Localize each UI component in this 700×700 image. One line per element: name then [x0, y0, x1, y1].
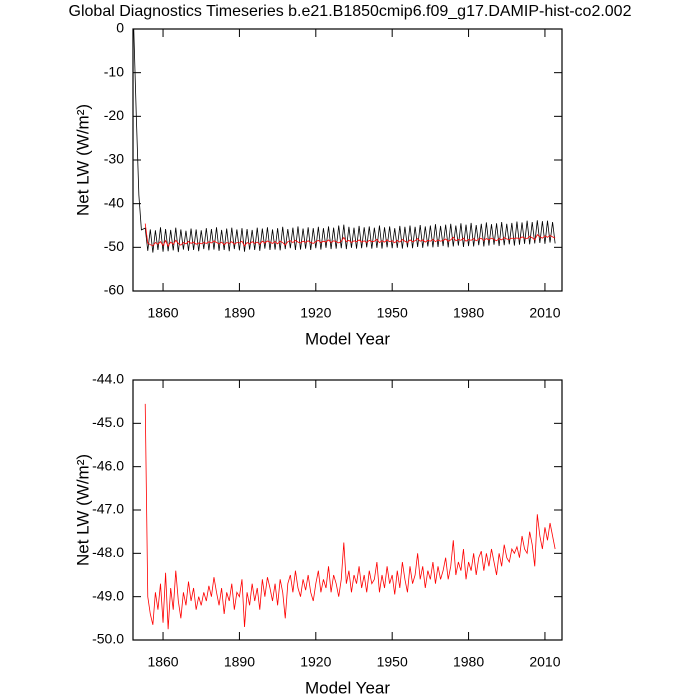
x-tick-label: 1920 [300, 305, 331, 321]
y-axis-label: Net LW (W/m²) [73, 454, 92, 566]
data-line [144, 403, 556, 630]
data-line [133, 29, 556, 253]
y-axis-label: Net LW (W/m²) [73, 104, 92, 216]
x-tick-label: 1860 [147, 654, 178, 670]
x-axis-label: Model Year [305, 329, 390, 348]
y-tick-label: -50 [104, 238, 124, 254]
y-tick-label: -40 [104, 194, 124, 210]
x-tick-label: 1950 [377, 305, 408, 321]
y-tick-label: -44.0 [92, 371, 124, 387]
x-tick-label: 1890 [224, 305, 255, 321]
x-tick-label: 1890 [224, 654, 255, 670]
x-tick-label: 1950 [377, 654, 408, 670]
y-tick-label: -20 [104, 107, 124, 123]
y-tick-label: -60 [104, 282, 124, 298]
x-tick-label: 1860 [147, 305, 178, 321]
y-tick-label: -47.0 [92, 501, 124, 517]
plot-frame [132, 28, 563, 292]
y-tick-label: -50.0 [92, 631, 124, 647]
chart-title: Global Diagnostics Timeseries b.e21.B185… [69, 3, 632, 20]
x-axis-label: Model Year [305, 678, 390, 697]
y-tick-label: 0 [116, 20, 124, 36]
y-tick-label: -49.0 [92, 587, 124, 603]
y-tick-label: -10 [104, 63, 124, 79]
data-line [144, 223, 556, 248]
x-tick-label: 1980 [453, 654, 484, 670]
y-tick-label: -46.0 [92, 457, 124, 473]
plot-frame [132, 379, 563, 641]
x-tick-label: 2010 [529, 305, 560, 321]
x-tick-label: 1980 [453, 305, 484, 321]
y-tick-label: -30 [104, 151, 124, 167]
y-tick-label: -45.0 [92, 414, 124, 430]
y-tick-label: -48.0 [92, 544, 124, 560]
x-tick-label: 2010 [529, 654, 560, 670]
x-tick-label: 1920 [300, 654, 331, 670]
